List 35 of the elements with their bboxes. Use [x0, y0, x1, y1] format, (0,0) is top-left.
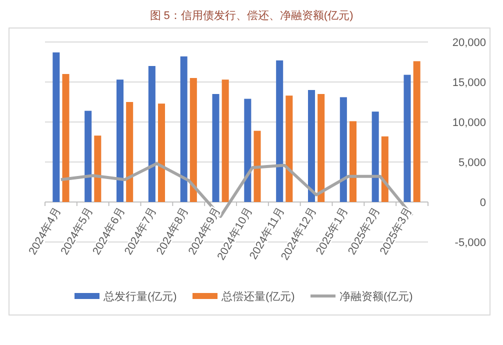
bar: [404, 74, 411, 202]
bar: [94, 136, 102, 202]
bar: [244, 98, 252, 202]
bar: [148, 66, 156, 202]
bar: [413, 61, 420, 202]
legend-label: 总发行量(亿元): [102, 290, 177, 303]
bar: [84, 110, 92, 202]
y-tick-label: 15,000: [452, 77, 486, 89]
bar: [62, 74, 70, 202]
bar: [116, 80, 124, 202]
legend-label: 总偿还量(亿元): [220, 290, 295, 303]
y-tick-label: 5,000: [458, 157, 486, 169]
chart-title: 图 5：信用债发行、偿还、净融资额(亿元): [150, 9, 354, 22]
bar: [381, 136, 388, 202]
bar: [286, 96, 293, 202]
bar: [190, 78, 197, 202]
bar: [372, 112, 379, 202]
bar: [52, 52, 60, 202]
y-tick-label: -5,000: [454, 237, 486, 249]
bar: [340, 97, 347, 202]
bar: [222, 80, 229, 202]
bar: [180, 56, 188, 202]
y-tick-label: 20,000: [452, 37, 486, 49]
bar: [158, 104, 166, 202]
bar: [349, 121, 357, 202]
bar: [318, 94, 325, 202]
bar: [308, 90, 316, 202]
y-tick-label: 10,000: [452, 117, 486, 129]
bar: [212, 94, 220, 202]
bar: [126, 102, 134, 202]
legend-label: 净融资额(亿元): [340, 290, 413, 303]
bar: [254, 130, 261, 202]
line-series: [59, 162, 414, 218]
bar: [276, 60, 284, 202]
y-tick-label: 0: [480, 197, 486, 209]
